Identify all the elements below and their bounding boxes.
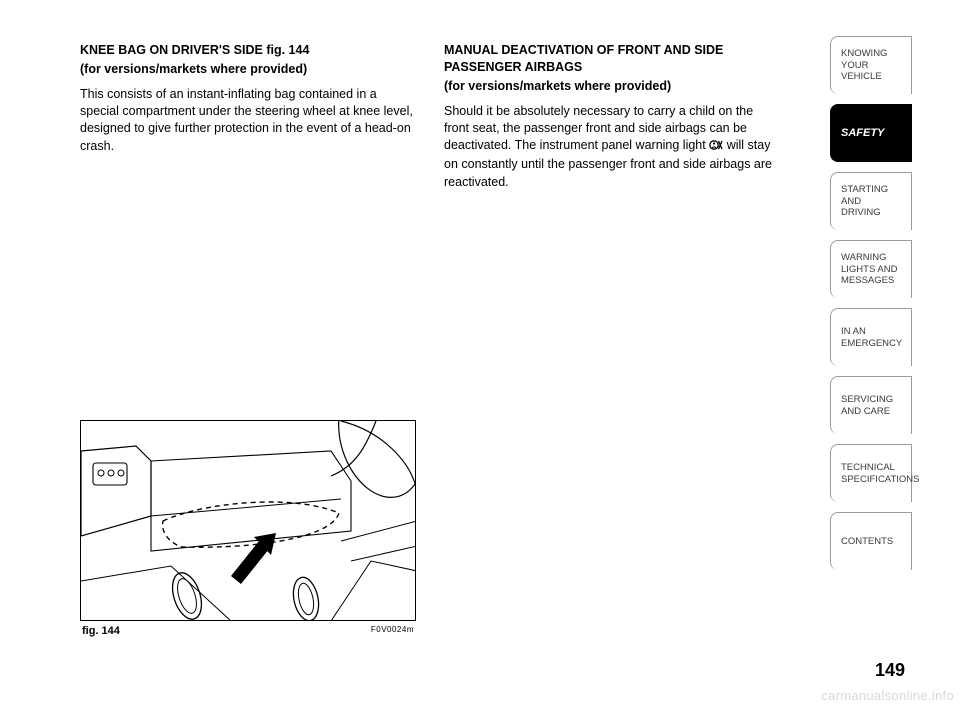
right-subheading: (for versions/markets where provided) (444, 78, 780, 95)
left-heading: KNEE BAG ON DRIVER'S SIDE fig. 144 (80, 42, 416, 59)
figure-number: fig. 144 (82, 625, 120, 637)
tab-servicing-and-care[interactable]: SERVICING AND CARE (830, 376, 912, 434)
manual-page: KNEE BAG ON DRIVER'S SIDE fig. 144 (for … (0, 0, 960, 709)
figure-caption: fig. 144 F0V0024m (80, 620, 416, 637)
side-tabs: KNOWING YOUR VEHICLE SAFETY STARTING AND… (830, 36, 912, 570)
airbag-off-warning-icon (709, 139, 723, 156)
content-area: KNEE BAG ON DRIVER'S SIDE fig. 144 (for … (80, 42, 780, 191)
left-column: KNEE BAG ON DRIVER'S SIDE fig. 144 (for … (80, 42, 416, 191)
tab-warning-lights-and-messages[interactable]: WARNING LIGHTS AND MESSAGES (830, 240, 912, 298)
figure-144: fig. 144 F0V0024m (80, 420, 416, 637)
left-subheading: (for versions/markets where provided) (80, 61, 416, 78)
page-number: 149 (875, 660, 905, 681)
tab-technical-specifications[interactable]: TECHNICAL SPECIFICATIONS (830, 444, 912, 502)
tab-contents[interactable]: CONTENTS (830, 512, 912, 570)
right-column: MANUAL DEACTIVATION OF FRONT AND SIDE PA… (444, 42, 780, 191)
right-body-before: Should it be absolutely necessary to car… (444, 104, 753, 153)
figure-code: F0V0024m (371, 625, 414, 637)
tab-in-an-emergency[interactable]: IN AN EMERGENCY (830, 308, 912, 366)
right-body: Should it be absolutely necessary to car… (444, 103, 780, 191)
left-body: This consists of an instant-inflating ba… (80, 86, 416, 155)
watermark: carmanualsonline.info (821, 688, 954, 703)
figure-image (80, 420, 416, 620)
right-heading: MANUAL DEACTIVATION OF FRONT AND SIDE PA… (444, 42, 780, 76)
tab-knowing-your-vehicle[interactable]: KNOWING YOUR VEHICLE (830, 36, 912, 94)
tab-safety[interactable]: SAFETY (830, 104, 912, 162)
tab-starting-and-driving[interactable]: STARTING AND DRIVING (830, 172, 912, 230)
